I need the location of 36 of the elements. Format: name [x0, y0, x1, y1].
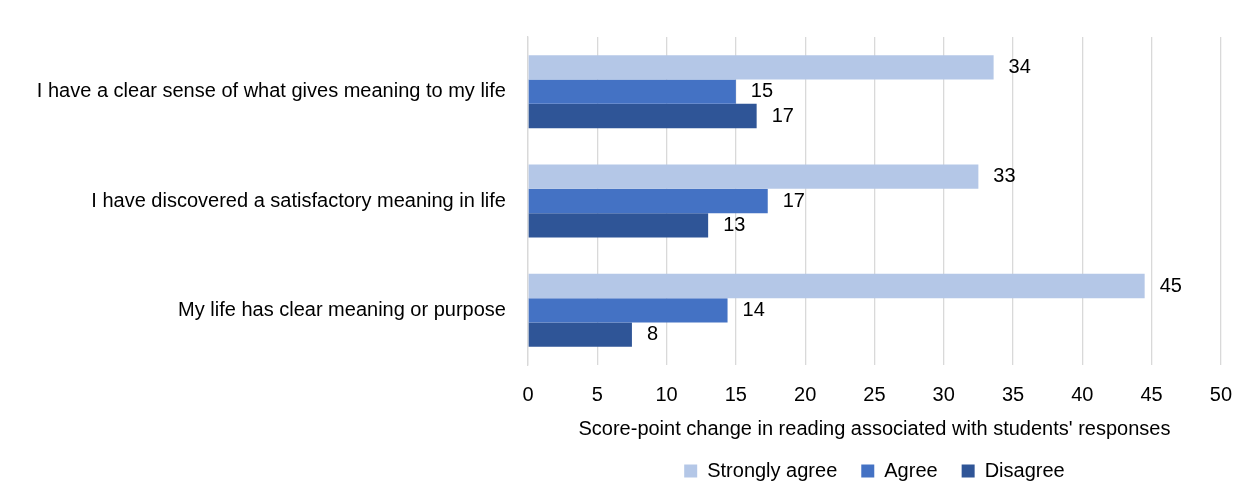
- legend-label: Agree: [884, 458, 938, 481]
- x-tick-label: 50: [1209, 382, 1232, 405]
- bar: [528, 273, 1145, 299]
- bar: [528, 322, 632, 347]
- x-tick-label: 0: [522, 382, 534, 405]
- data-label: 8: [646, 322, 659, 345]
- bar: [528, 164, 979, 189]
- bar: [528, 79, 736, 104]
- x-tick-label: 15: [724, 382, 747, 405]
- data-label: 45: [1159, 273, 1182, 296]
- x-tick-label: 40: [1071, 382, 1094, 405]
- x-tick-label: 20: [794, 382, 817, 405]
- bar: [528, 188, 768, 214]
- data-label: 15: [750, 79, 774, 102]
- y-tick-label: I have a clear sense of what gives meaning to my life: [36, 79, 506, 102]
- x-tick-label: 25: [863, 382, 886, 405]
- x-axis-title: Score-point change in reading associated with students' responses: [578, 416, 1171, 439]
- bar: [528, 213, 709, 238]
- x-tick-label: 5: [591, 382, 603, 405]
- legend-label: Disagree: [984, 458, 1065, 481]
- data-label: 14: [742, 297, 765, 320]
- x-tick-label: 30: [932, 382, 955, 405]
- x-tick-label: 10: [655, 382, 678, 405]
- data-label: 34: [1008, 54, 1031, 77]
- y-tick-label: I have discovered a satisfactory meaning in life: [91, 188, 506, 211]
- data-label: 17: [782, 188, 805, 211]
- bar: [528, 298, 728, 323]
- legend-label: Strongly agree: [707, 458, 838, 481]
- bar: [528, 55, 994, 80]
- data-label: 13: [723, 212, 746, 235]
- x-tick-label: 45: [1140, 382, 1163, 405]
- data-label: 17: [771, 103, 794, 126]
- x-tick-label: 35: [1001, 382, 1025, 405]
- data-label: 33: [993, 164, 1016, 187]
- y-tick-label: My life has clear meaning or purpose: [178, 297, 506, 320]
- bar: [528, 103, 757, 129]
